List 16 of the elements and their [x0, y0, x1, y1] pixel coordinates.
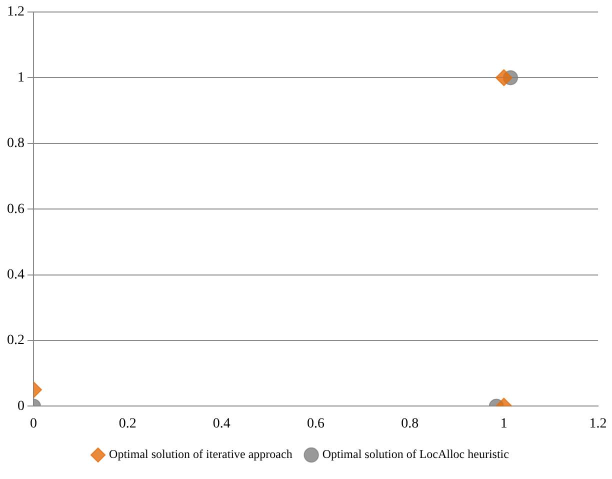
y-tick-label: 0 [18, 398, 24, 414]
x-tick-label: 0.6 [307, 416, 324, 432]
legend-label: Optimal solution of LocAlloc heuristic [322, 447, 509, 462]
y-tick-label: 0.2 [7, 333, 24, 348]
y-tick-label: 0.4 [7, 267, 24, 282]
x-tick-label: 0.8 [401, 416, 419, 432]
x-tick-label: 0.4 [212, 416, 230, 432]
y-tick-label: 0.6 [7, 202, 24, 217]
y-tick-label: 1 [18, 70, 24, 86]
x-tick-label: 1 [500, 416, 508, 432]
y-tick-label: 0.8 [7, 136, 24, 152]
y-tick-label: 1.2 [7, 4, 24, 20]
x-tick-label: 1.2 [589, 416, 607, 432]
x-tick-label: 0.2 [118, 416, 136, 432]
legend-label: Optimal solution of iterative approach [109, 447, 292, 462]
x-tick-label: 0 [30, 416, 37, 432]
